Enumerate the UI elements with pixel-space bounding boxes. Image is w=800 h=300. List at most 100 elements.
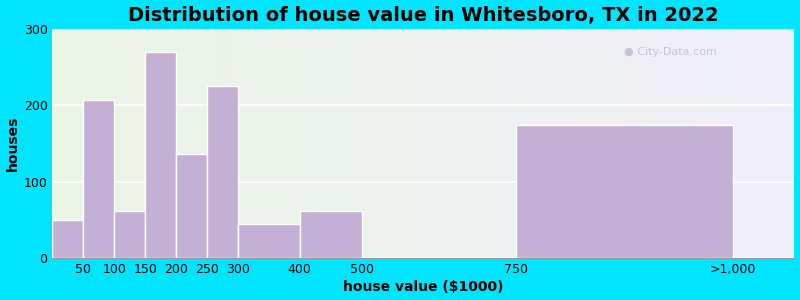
- Bar: [649, 29, 651, 258]
- Bar: [574, 29, 577, 258]
- Bar: [436, 29, 438, 258]
- Bar: [97, 29, 99, 258]
- Bar: [658, 29, 661, 258]
- Bar: [490, 29, 493, 258]
- Bar: [538, 29, 540, 258]
- Bar: [176, 29, 178, 258]
- Bar: [782, 29, 785, 258]
- Bar: [114, 29, 117, 258]
- Bar: [94, 29, 97, 258]
- Bar: [374, 29, 377, 258]
- Bar: [246, 29, 248, 258]
- Bar: [706, 29, 708, 258]
- Bar: [453, 29, 456, 258]
- Bar: [162, 29, 164, 258]
- Bar: [738, 29, 740, 258]
- Bar: [720, 29, 722, 258]
- Bar: [366, 29, 369, 258]
- Bar: [486, 29, 488, 258]
- Bar: [715, 29, 718, 258]
- Bar: [552, 29, 554, 258]
- Bar: [292, 29, 295, 258]
- Bar: [493, 29, 495, 258]
- Bar: [164, 29, 166, 258]
- Bar: [90, 29, 92, 258]
- Bar: [142, 29, 144, 258]
- Bar: [99, 29, 102, 258]
- Bar: [638, 29, 641, 258]
- Bar: [174, 29, 176, 258]
- Bar: [663, 29, 666, 258]
- Bar: [463, 29, 466, 258]
- Bar: [58, 29, 60, 258]
- Bar: [317, 29, 319, 258]
- Bar: [614, 29, 616, 258]
- Bar: [350, 29, 352, 258]
- Bar: [446, 29, 448, 258]
- Bar: [431, 29, 434, 258]
- Bar: [752, 29, 755, 258]
- Bar: [520, 29, 522, 258]
- Bar: [742, 29, 745, 258]
- Bar: [74, 29, 77, 258]
- Bar: [149, 29, 151, 258]
- Bar: [104, 29, 107, 258]
- Bar: [210, 29, 214, 258]
- Bar: [196, 29, 198, 258]
- Bar: [545, 29, 547, 258]
- Bar: [171, 29, 174, 258]
- Bar: [110, 29, 112, 258]
- Bar: [124, 29, 126, 258]
- Bar: [438, 29, 441, 258]
- Bar: [695, 29, 698, 258]
- Bar: [206, 29, 208, 258]
- Bar: [65, 29, 67, 258]
- Bar: [755, 29, 758, 258]
- Bar: [500, 29, 502, 258]
- Bar: [572, 29, 574, 258]
- Bar: [473, 29, 475, 258]
- Bar: [186, 29, 189, 258]
- Bar: [268, 29, 270, 258]
- Bar: [250, 29, 253, 258]
- Bar: [300, 211, 362, 258]
- Bar: [262, 29, 265, 258]
- Bar: [406, 29, 409, 258]
- Bar: [218, 29, 221, 258]
- Bar: [785, 29, 787, 258]
- Bar: [287, 29, 290, 258]
- Bar: [701, 29, 703, 258]
- Bar: [364, 29, 366, 258]
- Bar: [654, 29, 656, 258]
- Bar: [216, 29, 218, 258]
- Bar: [260, 29, 262, 258]
- Bar: [396, 29, 398, 258]
- Bar: [747, 29, 750, 258]
- Bar: [357, 29, 359, 258]
- Bar: [83, 100, 114, 258]
- Bar: [87, 29, 90, 258]
- Bar: [230, 29, 233, 258]
- Bar: [745, 29, 747, 258]
- Bar: [480, 29, 483, 258]
- Bar: [792, 29, 794, 258]
- Bar: [352, 29, 354, 258]
- Bar: [594, 29, 597, 258]
- Bar: [767, 29, 770, 258]
- Bar: [223, 29, 226, 258]
- Bar: [203, 29, 206, 258]
- Bar: [275, 29, 278, 258]
- Bar: [728, 29, 730, 258]
- Bar: [409, 29, 411, 258]
- Bar: [181, 29, 183, 258]
- Bar: [456, 29, 458, 258]
- Bar: [214, 29, 216, 258]
- Bar: [201, 29, 203, 258]
- Bar: [117, 29, 119, 258]
- Bar: [606, 29, 609, 258]
- Bar: [319, 29, 322, 258]
- Bar: [579, 29, 582, 258]
- Title: Distribution of house value in Whitesboro, TX in 2022: Distribution of house value in Whitesbor…: [128, 6, 718, 25]
- Bar: [530, 29, 532, 258]
- Bar: [443, 29, 446, 258]
